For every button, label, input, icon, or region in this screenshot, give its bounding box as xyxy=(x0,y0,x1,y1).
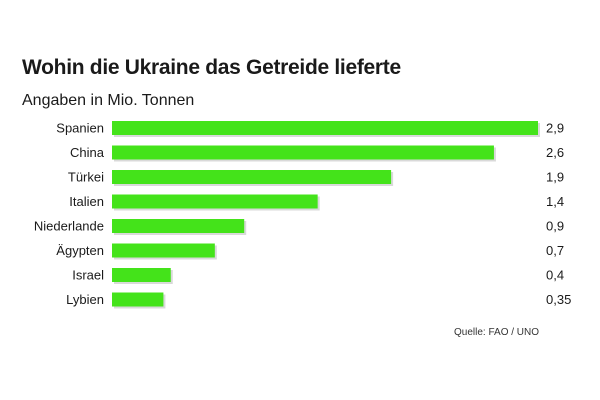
bar-0 xyxy=(112,121,538,135)
category-label: Türkei xyxy=(68,170,104,185)
value-label: 2,6 xyxy=(546,145,564,160)
category-label: Israel xyxy=(72,268,104,283)
value-label: 0,9 xyxy=(546,219,564,234)
bar-3 xyxy=(112,194,318,209)
bar-6 xyxy=(112,268,171,282)
bar-4 xyxy=(112,219,245,233)
source-note: Quelle: FAO / UNO xyxy=(454,327,540,338)
value-label: 1,9 xyxy=(546,170,564,185)
chart-title: Wohin die Ukraine das Getreide lieferte xyxy=(22,56,401,79)
category-label: China xyxy=(70,145,105,160)
bar-7 xyxy=(112,292,164,307)
value-label: 0,7 xyxy=(546,243,564,258)
value-label: 2,9 xyxy=(546,121,564,136)
bar-1 xyxy=(112,145,494,160)
category-label: Niederlande xyxy=(34,219,104,234)
category-label: Italien xyxy=(69,194,104,209)
value-label: 0,35 xyxy=(546,292,571,307)
chart-subtitle: Angaben in Mio. Tonnen xyxy=(22,92,195,109)
bar-2 xyxy=(112,170,392,184)
value-label: 1,4 xyxy=(546,194,564,209)
category-label: Lybien xyxy=(66,292,104,307)
value-label: 0,4 xyxy=(546,268,564,283)
bar-5 xyxy=(112,243,215,258)
category-label: Spanien xyxy=(56,121,104,136)
category-label: Ägypten xyxy=(56,243,104,258)
